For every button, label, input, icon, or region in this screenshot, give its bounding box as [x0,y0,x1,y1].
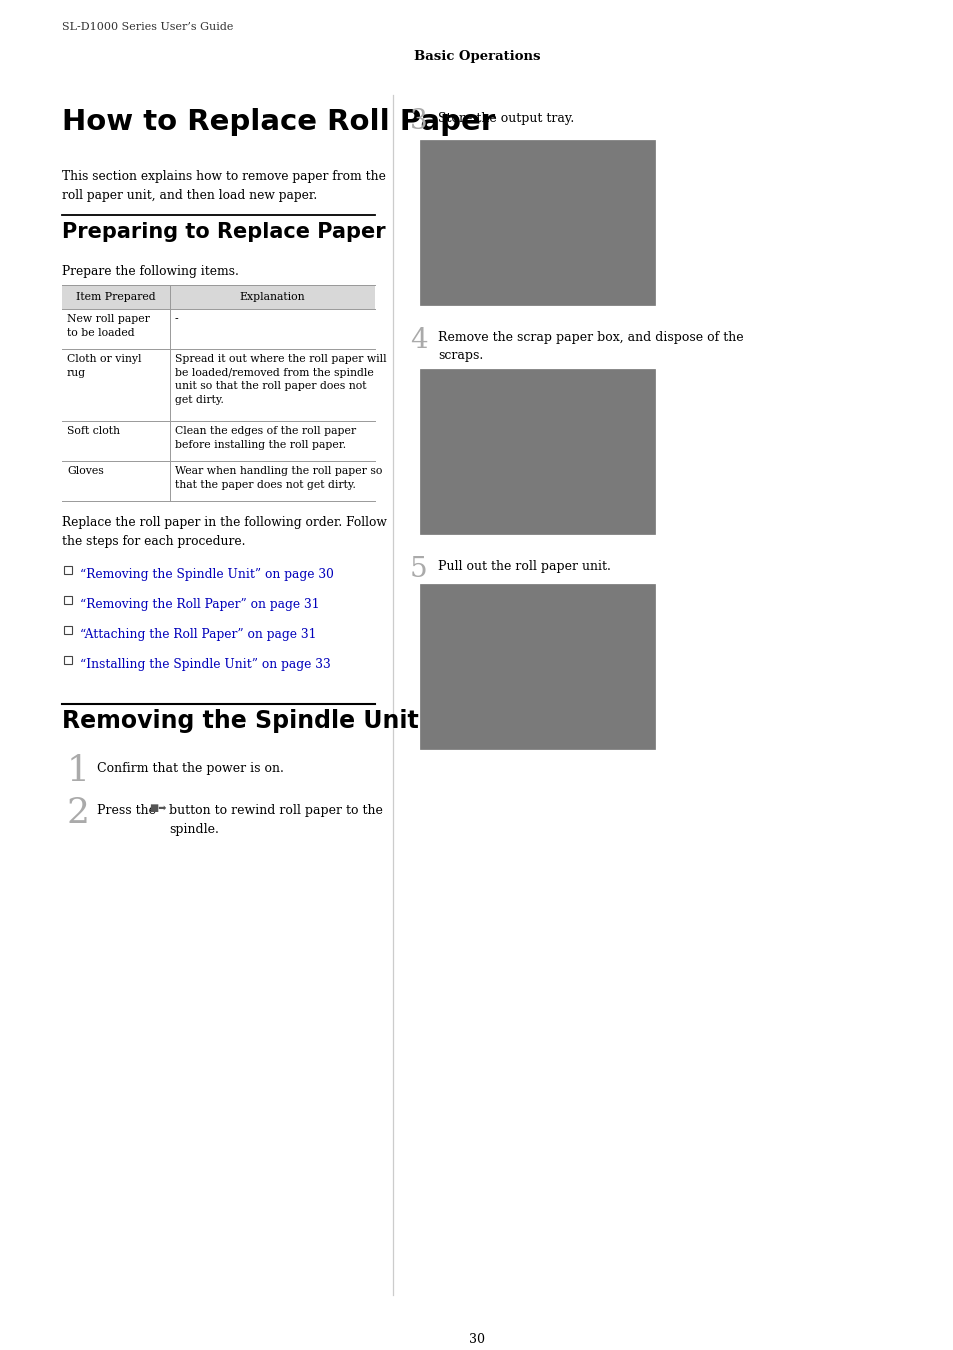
Text: Removing the Spindle Unit: Removing the Spindle Unit [62,709,418,733]
Text: “Removing the Roll Paper” on page 31: “Removing the Roll Paper” on page 31 [80,598,319,612]
Text: Item Prepared: Item Prepared [76,292,155,302]
Text: 3: 3 [410,108,427,135]
Text: 4: 4 [410,327,427,354]
Bar [64,566,71,574]
Bar [419,369,655,535]
Text: 5: 5 [410,556,427,583]
Text: Confirm that the power is on.: Confirm that the power is on. [97,761,284,775]
Text: 30: 30 [469,1332,484,1346]
Text: Press the: Press the [97,805,156,817]
Text: Basic Operations: Basic Operations [414,50,539,63]
Text: Store the output tray.: Store the output tray. [437,112,574,126]
Bar [419,585,655,749]
Text: Preparing to Replace Paper: Preparing to Replace Paper [62,221,385,242]
Text: How to Replace Roll Paper: How to Replace Roll Paper [62,108,495,136]
Bar [64,595,71,603]
Text: SL-D1000 Series User’s Guide: SL-D1000 Series User’s Guide [62,22,233,32]
Text: “Removing the Spindle Unit” on page 30: “Removing the Spindle Unit” on page 30 [80,568,334,580]
Text: Replace the roll paper in the following order. Follow
the steps for each procedu: Replace the roll paper in the following … [62,516,387,548]
Text: New roll paper
to be loaded: New roll paper to be loaded [67,315,150,338]
Text: Prepare the following items.: Prepare the following items. [62,265,238,278]
Bar [64,656,71,664]
Text: Clean the edges of the roll paper
before installing the roll paper.: Clean the edges of the roll paper before… [174,427,355,450]
Bar [62,285,375,501]
Text: 1: 1 [67,755,90,788]
Text: button to rewind roll paper to the
spindle.: button to rewind roll paper to the spind… [169,805,382,836]
Text: 2: 2 [67,796,90,830]
Text: Cloth or vinyl
rug: Cloth or vinyl rug [67,354,141,378]
Text: Wear when handling the roll paper so
that the paper does not get dirty.: Wear when handling the roll paper so tha… [174,466,382,490]
Text: Explanation: Explanation [239,292,305,302]
Text: “Installing the Spindle Unit” on page 33: “Installing the Spindle Unit” on page 33 [80,657,331,671]
Text: Gloves: Gloves [67,466,104,477]
Text: Spread it out where the roll paper will
be loaded/removed from the spindle
unit : Spread it out where the roll paper will … [174,354,386,405]
Text: Pull out the roll paper unit.: Pull out the roll paper unit. [437,560,610,572]
Text: Soft cloth: Soft cloth [67,427,120,436]
Text: “Attaching the Roll Paper” on page 31: “Attaching the Roll Paper” on page 31 [80,628,316,641]
Bar [64,626,71,634]
Text: This section explains how to remove paper from the
roll paper unit, and then loa: This section explains how to remove pape… [62,170,385,201]
Bar [419,140,655,305]
Text: ■➡: ■➡ [149,803,166,813]
Bar [62,285,375,309]
Text: Remove the scrap paper box, and dispose of the
scraps.: Remove the scrap paper box, and dispose … [437,331,742,363]
Text: -: - [174,315,178,324]
